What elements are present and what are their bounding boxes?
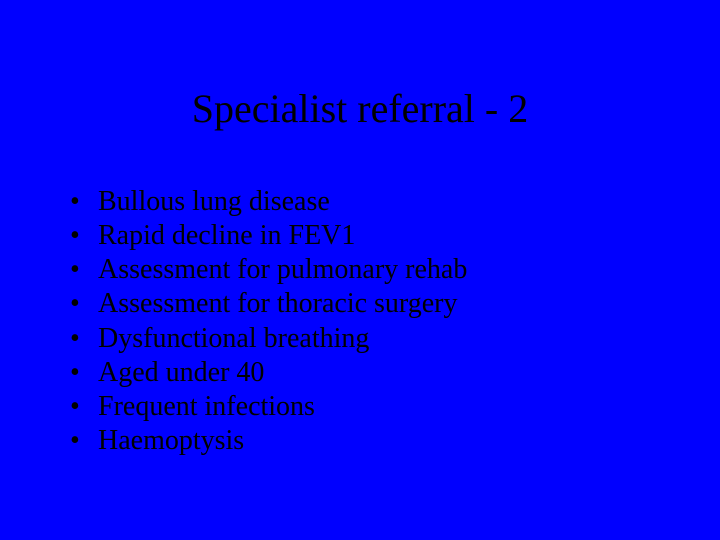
list-item: • Assessment for thoracic surgery bbox=[70, 287, 467, 321]
bullet-marker: • bbox=[70, 356, 98, 390]
bullet-marker: • bbox=[70, 322, 98, 356]
list-item: • Bullous lung disease bbox=[70, 185, 467, 219]
bullet-marker: • bbox=[70, 287, 98, 321]
list-item-text: Rapid decline in FEV1 bbox=[98, 219, 467, 253]
slide: Specialist referral - 2 • Bullous lung d… bbox=[0, 0, 720, 540]
bullet-marker: • bbox=[70, 253, 98, 287]
bullet-marker: • bbox=[70, 219, 98, 253]
list-item-text: Haemoptysis bbox=[98, 424, 467, 458]
slide-title: Specialist referral - 2 bbox=[0, 85, 720, 132]
slide-body: • Bullous lung disease • Rapid decline i… bbox=[70, 185, 467, 458]
bullet-marker: • bbox=[70, 424, 98, 458]
list-item: • Assessment for pulmonary rehab bbox=[70, 253, 467, 287]
list-item-text: Assessment for thoracic surgery bbox=[98, 287, 467, 321]
list-item-text: Bullous lung disease bbox=[98, 185, 467, 219]
list-item: • Aged under 40 bbox=[70, 356, 467, 390]
list-item: • Frequent infections bbox=[70, 390, 467, 424]
bullet-marker: • bbox=[70, 185, 98, 219]
bullet-list: • Bullous lung disease • Rapid decline i… bbox=[70, 185, 467, 458]
list-item-text: Aged under 40 bbox=[98, 356, 467, 390]
bullet-marker: • bbox=[70, 390, 98, 424]
list-item-text: Dysfunctional breathing bbox=[98, 322, 467, 356]
list-item: • Haemoptysis bbox=[70, 424, 467, 458]
list-item: • Dysfunctional breathing bbox=[70, 322, 467, 356]
list-item-text: Assessment for pulmonary rehab bbox=[98, 253, 467, 287]
list-item: • Rapid decline in FEV1 bbox=[70, 219, 467, 253]
list-item-text: Frequent infections bbox=[98, 390, 467, 424]
